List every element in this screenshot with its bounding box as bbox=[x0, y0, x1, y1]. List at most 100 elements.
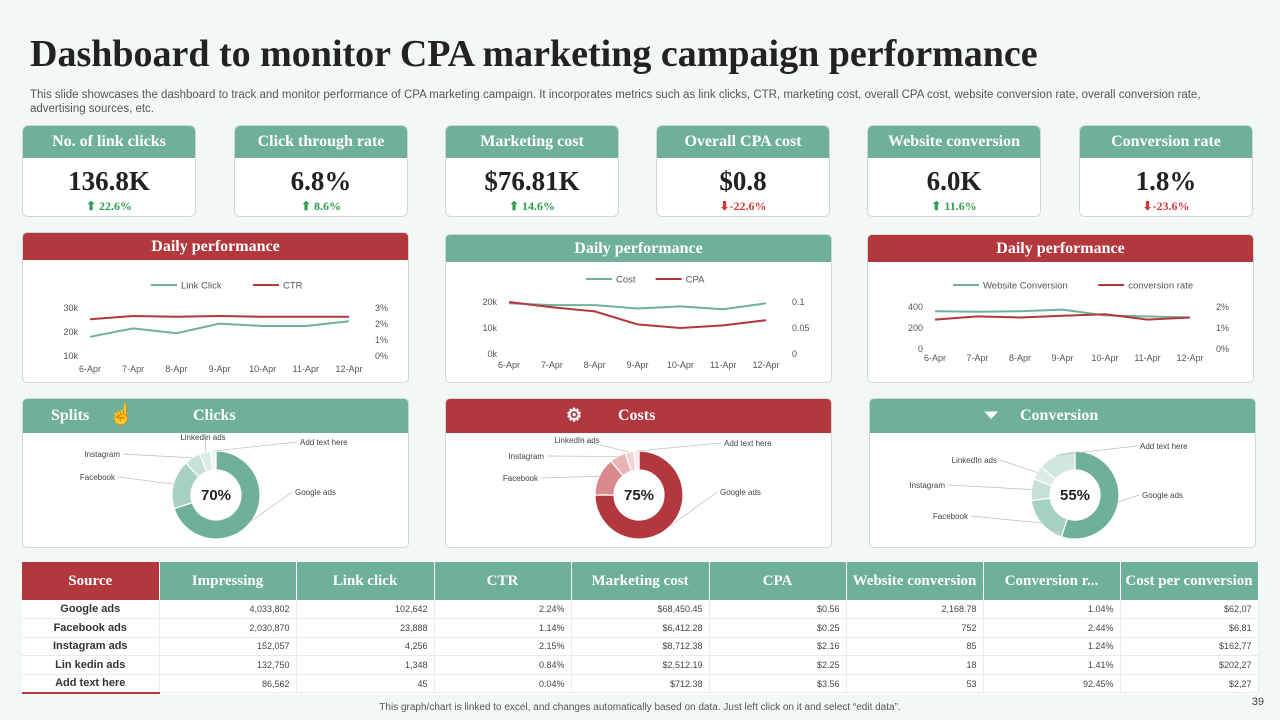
costs-panel: ⚙ Costs Google ads Facebook Instagram Linke… bbox=[445, 398, 832, 548]
x-tick-label: 12-Apr bbox=[752, 360, 779, 370]
table-cell: $8,712.38 bbox=[571, 637, 710, 657]
column-header[interactable]: Link click bbox=[296, 562, 435, 600]
slice-label: Add text here bbox=[724, 439, 772, 448]
table-cell: 752 bbox=[846, 618, 984, 638]
kpi-delta: ⬆ 8.6% bbox=[300, 199, 342, 213]
table-cell: 2.24% bbox=[434, 600, 572, 620]
leader-line bbox=[213, 441, 298, 452]
y-tick-label-left: 0 bbox=[918, 344, 923, 354]
leader-line bbox=[579, 439, 630, 453]
y-tick-label-right: 1% bbox=[1216, 323, 1229, 333]
column-header[interactable]: Marketing cost bbox=[571, 562, 710, 600]
donut-chart-clicks[interactable]: Google ads Facebook Instagram LinkedIn ads A… bbox=[23, 433, 408, 547]
table-cell: 2.15% bbox=[434, 637, 572, 657]
leader-line bbox=[117, 476, 174, 485]
column-header[interactable]: CTR bbox=[434, 562, 572, 600]
leader-line bbox=[970, 515, 1042, 524]
donut-slice-google-ads bbox=[173, 450, 261, 540]
slice-label: Instagram bbox=[909, 481, 945, 490]
source-cell: Facebook ads bbox=[22, 618, 160, 638]
donut-slice-add-text-here bbox=[209, 450, 217, 471]
kpi-overall-cpa-cost: Overall CPA cost $0.8 ⬇-22.6% bbox=[656, 125, 830, 217]
y-tick-label-left: 10k bbox=[63, 351, 78, 361]
y-tick-label-right: 0.05 bbox=[792, 323, 810, 333]
table-cell: $712.38 bbox=[571, 674, 710, 694]
table-cell: 102,642 bbox=[296, 600, 435, 620]
table-row: Instagram ads 152,057 4,256 2.15% $8,712.38 $… bbox=[22, 637, 1259, 657]
kpi-link-clicks: No. of link clicks 136.8K ⬆ 22.6% bbox=[22, 125, 196, 217]
y-tick-label-left: 200 bbox=[908, 323, 923, 333]
series-line-ctr bbox=[89, 314, 349, 321]
table-cell: $2.25 bbox=[709, 655, 847, 675]
line-chart-cost-cpa[interactable]: Cost CPA 20k 10k 0k 0.1 0.05 0 6-Apr 7-Apr 8-Apr 9-… bbox=[446, 262, 831, 382]
clicks-label: Clicks bbox=[193, 407, 236, 424]
chart-area: Website Conversion conversion rate 400 200 0… bbox=[908, 281, 1229, 364]
x-tick-label: 6-Apr bbox=[924, 353, 946, 363]
kpi-value: $0.8 bbox=[719, 166, 767, 196]
legend-label: Cost bbox=[616, 275, 636, 286]
column-header[interactable]: Impressing bbox=[159, 562, 297, 600]
chart-area: Cost CPA 20k 10k 0k 0.1 0.05 0 6-Apr 7-Apr 8-Apr 9-… bbox=[482, 275, 809, 371]
legend-label: Link Click bbox=[181, 281, 222, 292]
page-title: Dashboard to monitor CPA marketing campa… bbox=[30, 33, 1038, 75]
kpi-label: Website conversion bbox=[868, 126, 1040, 158]
slice-label: Facebook bbox=[503, 474, 539, 483]
y-tick-label-left: 30k bbox=[63, 303, 78, 313]
column-header[interactable]: CPA bbox=[709, 562, 847, 600]
donut-slice-google-ads bbox=[594, 450, 684, 540]
series-line-cost bbox=[508, 302, 767, 311]
table-cell: 2,030,870 bbox=[159, 618, 297, 638]
daily-performance-panel-3: Daily performance Website Conversion conv… bbox=[867, 234, 1254, 383]
column-header[interactable]: Cost per conversion bbox=[1120, 562, 1259, 600]
table-cell: $162,77 bbox=[1120, 637, 1259, 657]
source-performance-table: Source Impressing Link click CTR Marketi… bbox=[22, 562, 1259, 694]
table-cell: $0.25 bbox=[709, 618, 847, 638]
splits-label: Splits bbox=[51, 407, 90, 424]
column-header[interactable]: Source bbox=[22, 562, 160, 600]
leader-line bbox=[204, 436, 207, 453]
donut-chart-conversion[interactable]: Google ads Facebook Instagram LinkedIn ads A… bbox=[870, 433, 1255, 547]
slice-label: LinkedIn ads bbox=[180, 433, 225, 442]
table-cell: $2.16 bbox=[709, 637, 847, 657]
leader-line bbox=[122, 453, 193, 459]
panel-header: ⚙ Costs bbox=[446, 399, 831, 433]
table-cell: 1.14% bbox=[434, 618, 572, 638]
kpi-delta: ⬆ 22.6% bbox=[85, 199, 133, 213]
kpi-value: 136.8K bbox=[68, 166, 150, 196]
panel-title: Daily performance bbox=[446, 235, 831, 262]
y-tick-label-right: 0.1 bbox=[792, 297, 805, 307]
table-cell: 23,888 bbox=[296, 618, 435, 638]
kpi-value: 6.0K bbox=[926, 166, 982, 196]
legend-label: conversion rate bbox=[1128, 281, 1193, 292]
donut-chart-costs[interactable]: Google ads Facebook Instagram LinkedIn ads A… bbox=[446, 433, 831, 547]
kpi-conversion-rate: Conversion rate 1.8% ⬇-23.6% bbox=[1079, 125, 1253, 217]
donut-center-label: 55% bbox=[1060, 487, 1090, 504]
kpi-label: Click through rate bbox=[235, 126, 407, 158]
slice-label: Google ads bbox=[720, 488, 761, 497]
slice-label: Google ads bbox=[1142, 491, 1183, 500]
table-cell: $6,81 bbox=[1120, 618, 1259, 638]
slice-label: Facebook bbox=[933, 512, 969, 521]
table-cell: $2,512.19 bbox=[571, 655, 710, 675]
series-line-link-click bbox=[89, 320, 350, 338]
x-tick-label: 11-Apr bbox=[1134, 353, 1160, 363]
x-tick-label: 7-Apr bbox=[966, 353, 988, 363]
x-tick-label: 11-Apr bbox=[710, 360, 736, 370]
table-cell: 1.24% bbox=[983, 637, 1121, 657]
slice-label: Instagram bbox=[84, 450, 120, 459]
clicks-panel: Splits ☝ Clicks Google ads Facebook Instag… bbox=[22, 398, 409, 548]
table-cell: 85 bbox=[846, 637, 984, 657]
panel-header: ⏷ Conversion bbox=[870, 399, 1255, 433]
y-tick-label-right: 2% bbox=[1216, 302, 1229, 312]
x-tick-label: 12-Apr bbox=[1176, 353, 1203, 363]
line-chart-clicks-ctr[interactable]: Link Click CTR 30k 20k 10k 3% 2% 1% 0% 6-Apr 7-Apr… bbox=[23, 260, 408, 382]
kpi-delta: ⬇-22.6% bbox=[719, 199, 767, 213]
column-header[interactable]: Conversion r... bbox=[983, 562, 1121, 600]
slice-label: Facebook bbox=[80, 473, 116, 482]
slice-label: Google ads bbox=[295, 488, 336, 497]
line-chart-conversion[interactable]: Website Conversion conversion rate 400 200 0… bbox=[868, 262, 1253, 382]
donut-center-label: 70% bbox=[201, 487, 231, 504]
column-header[interactable]: Website conversion bbox=[846, 562, 984, 600]
table-cell: 86,562 bbox=[159, 674, 297, 694]
source-cell: Lin kedin ads bbox=[22, 655, 160, 675]
